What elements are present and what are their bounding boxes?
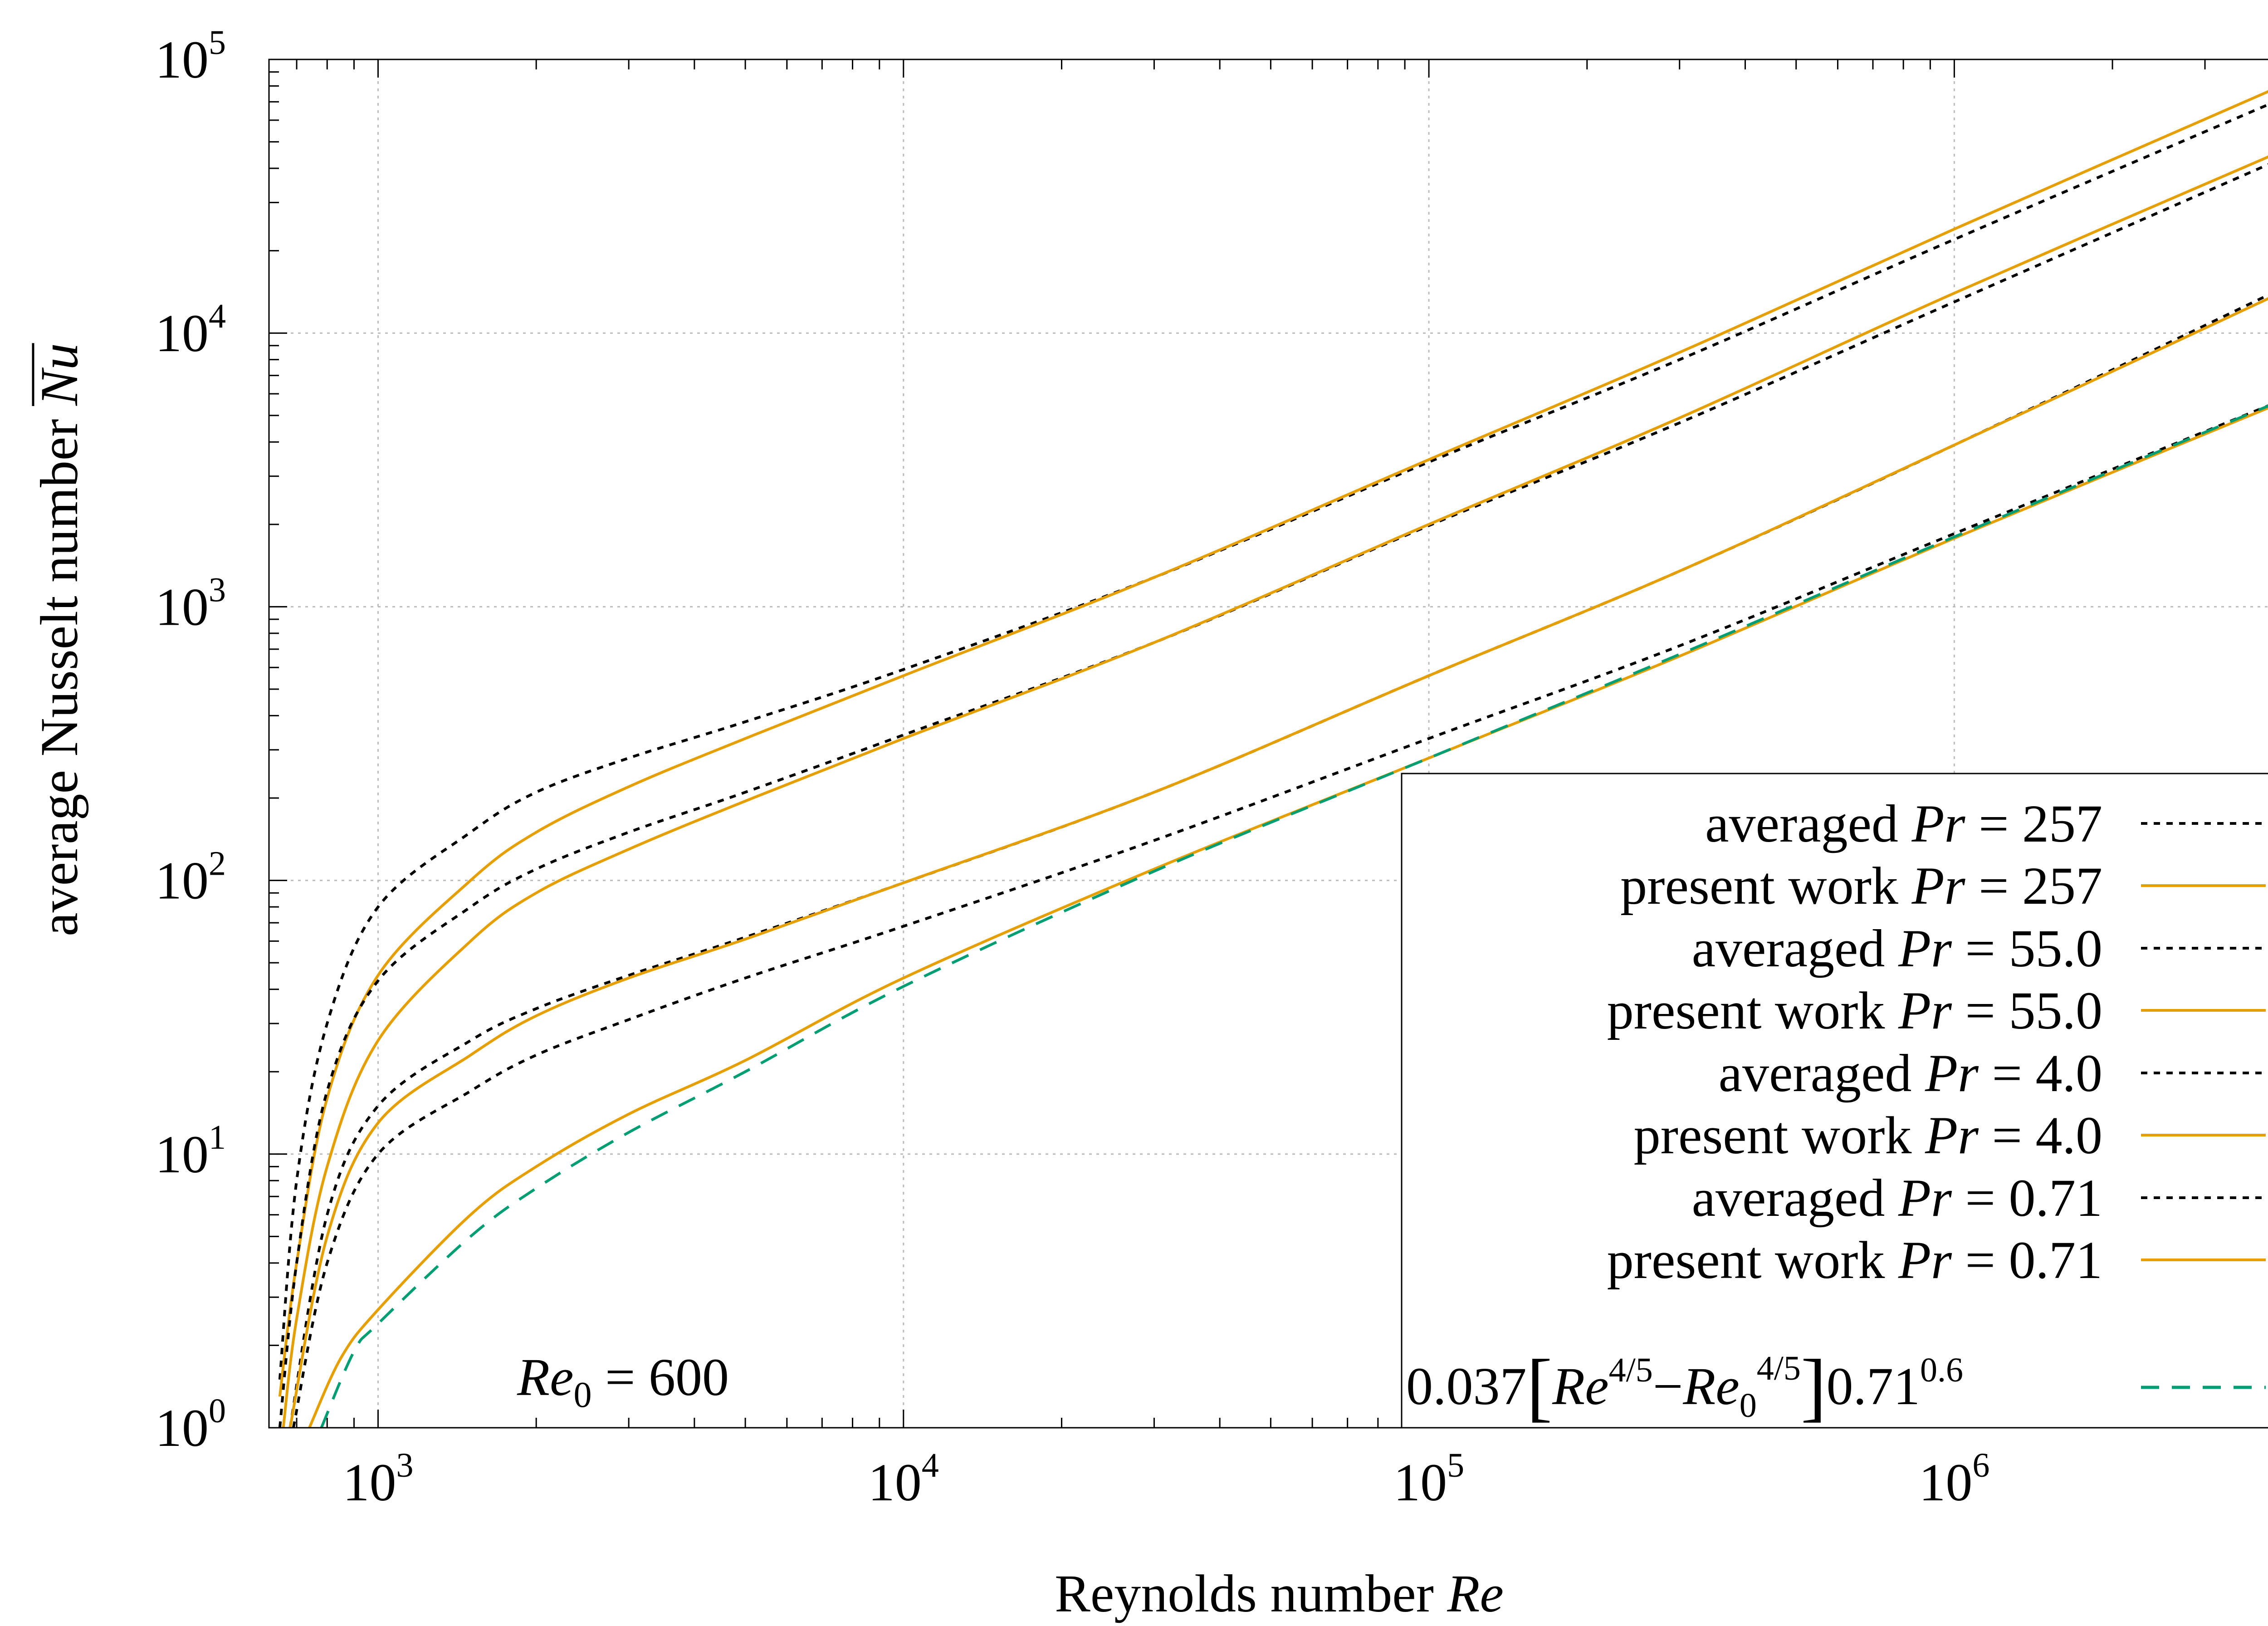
- y-tick-label: 103: [155, 571, 226, 637]
- svg-text:average Nusselt number Nu: average Nusselt number Nu: [29, 343, 89, 936]
- legend-label-3: present work Pr = 55.0: [1607, 981, 2102, 1040]
- x-tick-label: 105: [1393, 1446, 1464, 1512]
- legend-box: [1401, 773, 2268, 1429]
- legend-label-0: averaged Pr = 257: [1705, 794, 2102, 853]
- legend-label-5: present work Pr = 4.0: [1634, 1106, 2102, 1165]
- x-axis-title: Reynolds number Re: [1055, 1564, 1504, 1623]
- legend-label-6: averaged Pr = 0.71: [1692, 1168, 2102, 1228]
- legend-label-1: present work Pr = 257: [1620, 856, 2102, 916]
- y-tick-label: 104: [155, 297, 226, 363]
- series-line-8: [320, 404, 2268, 1428]
- series-group: [278, 90, 2268, 1428]
- x-tick-label: 103: [342, 1446, 413, 1512]
- plot-frame: [268, 59, 2268, 1429]
- x-tick-label: 104: [868, 1446, 939, 1512]
- legend-label-7: present work Pr = 0.71: [1607, 1230, 2102, 1290]
- x-tick-label: 106: [1919, 1446, 1989, 1512]
- series-line-7: [308, 406, 2268, 1428]
- series-line-3: [282, 155, 2268, 1428]
- y-tick-labels: 100 101 102 103 104 105: [155, 24, 226, 1458]
- y-tick-label: 102: [155, 845, 226, 911]
- re0-annotation: Re0 = 600: [517, 1347, 729, 1415]
- y-tick-label: 100: [155, 1392, 226, 1458]
- y-tick-label: 101: [155, 1118, 226, 1184]
- x-tick-labels: 103 104 105 106: [342, 1446, 1989, 1512]
- series-line-1: [278, 90, 2268, 1397]
- legend-correlation-label: 0.037[Re4/5−Re04/5]0.710.6: [1406, 1344, 1963, 1429]
- series-line-0: [278, 103, 2268, 1380]
- legend-label-4: averaged Pr = 4.0: [1719, 1043, 2102, 1103]
- y-axis-title: average Nusselt number Nu: [29, 343, 89, 936]
- y-tick-label: 105: [155, 24, 226, 89]
- legend-label-2: averaged Pr = 55.0: [1692, 919, 2102, 978]
- nu-symbol: Nu: [29, 343, 89, 406]
- series-line-5: [288, 297, 2268, 1428]
